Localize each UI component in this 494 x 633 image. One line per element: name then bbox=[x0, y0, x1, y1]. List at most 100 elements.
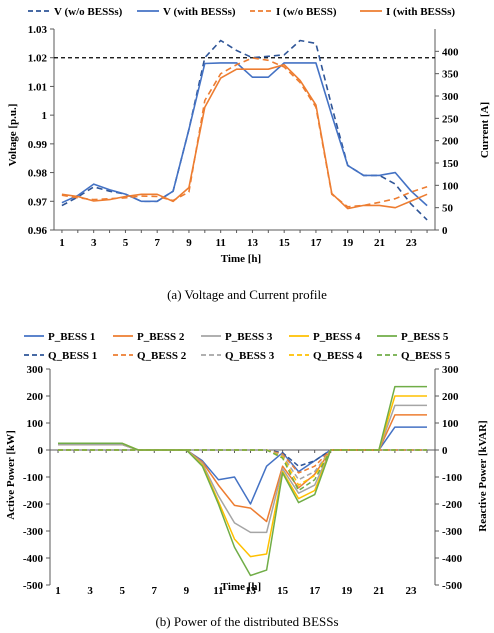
chart-b-series-line-4 bbox=[58, 395, 427, 558]
chart-b-right-tick-label: -500 bbox=[442, 580, 463, 592]
chart-b-left-tick-label: 100 bbox=[27, 418, 44, 430]
chart-a-right-tick-label: 200 bbox=[442, 136, 459, 148]
chart-b-series-line-8 bbox=[58, 449, 427, 481]
chart-a-right-tick-label: 0 bbox=[442, 225, 448, 237]
chart-a-x-tick-label: 15 bbox=[279, 237, 291, 249]
chart-a-left-tick-label: 1.03 bbox=[28, 24, 48, 36]
chart-a-legend-label: V (w/o BESSs) bbox=[54, 6, 123, 18]
chart-b-right-tick-label: 300 bbox=[442, 364, 459, 376]
chart-b-x-tick-label: 15 bbox=[277, 585, 289, 597]
chart-a-caption: (a) Voltage and Current profile bbox=[167, 287, 327, 302]
chart-a-series bbox=[61, 39, 428, 221]
chart-a-x-tick-label: 23 bbox=[406, 237, 418, 249]
chart-b-right-tick-label: 0 bbox=[442, 445, 448, 457]
chart-a-legend: V (w/o BESSs) V (with BESSs) I (w/o BESS) I… bbox=[28, 6, 455, 18]
chart-a-left-tick-label: 1 bbox=[42, 110, 48, 122]
chart-a-legend-label: I (with BESSs) bbox=[386, 6, 455, 18]
chart-b-x-tick-label: 23 bbox=[405, 585, 417, 597]
chart-b-axes bbox=[46, 368, 439, 586]
chart-b-legend-label: Q_BESS 5 bbox=[401, 350, 451, 362]
chart-b-series-line-10 bbox=[58, 449, 427, 492]
chart-b-left-tick-label: -500 bbox=[23, 580, 44, 592]
chart-b-series-line-1 bbox=[58, 426, 427, 505]
chart-a-xlabel: Time [h] bbox=[221, 253, 261, 265]
chart-a-x-tick-label: 7 bbox=[154, 237, 160, 249]
chart-b-series-line-9 bbox=[58, 449, 427, 486]
chart-a-right-tick-label: 300 bbox=[442, 91, 459, 103]
chart-a-series-line-3 bbox=[61, 57, 428, 208]
chart-a-legend-label: V (with BESSs) bbox=[163, 6, 236, 18]
chart-b-right-tick-label: -400 bbox=[442, 553, 463, 565]
chart-b-legend-label: Q_BESS 2 bbox=[137, 350, 187, 362]
chart-b-ylabel-right: Reactive Power [kVAR] bbox=[477, 420, 489, 531]
chart-b-left-tick-label: -100 bbox=[23, 472, 44, 484]
chart-b-x-tick-label: 13 bbox=[245, 585, 257, 597]
chart-b-right-tick-label: 100 bbox=[442, 418, 459, 430]
chart-a-x-tick-label: 9 bbox=[186, 237, 192, 249]
chart-b-right-tick-label: -300 bbox=[442, 526, 463, 538]
chart-b-left-tick-label: 0 bbox=[38, 445, 44, 457]
chart-a-left-tick-label: 0.99 bbox=[28, 139, 48, 151]
chart-a-ylabel-left: Voltage [p.u.] bbox=[7, 104, 19, 167]
chart-a-left-tick-label: 1.01 bbox=[28, 81, 47, 93]
chart-a-x-tick-label: 21 bbox=[374, 237, 385, 249]
chart-a-right-tick-label: 350 bbox=[442, 69, 459, 81]
chart-a-right-tick-label: 250 bbox=[442, 113, 459, 125]
chart-a-x-tick-label: 13 bbox=[247, 237, 259, 249]
chart-a: V (w/o BESSs) V (with BESSs) I (w/o BESS) I… bbox=[7, 6, 491, 302]
chart-a-series-line-4 bbox=[61, 63, 428, 210]
chart-a-legend-label: I (w/o BESS) bbox=[276, 6, 337, 18]
chart-b-legend-label: P_BESS 2 bbox=[137, 331, 185, 343]
chart-a-x-tick-label: 19 bbox=[342, 237, 354, 249]
chart-a-axes bbox=[50, 28, 439, 233]
chart-b-caption: (b) Power of the distributed BESSs bbox=[155, 614, 338, 629]
chart-a-x-tick-label: 11 bbox=[215, 237, 225, 249]
chart-b-x-tick-label: 11 bbox=[213, 585, 223, 597]
chart-b-left-tick-label: -300 bbox=[23, 526, 44, 538]
chart-a-series-line-1 bbox=[61, 39, 428, 221]
chart-b-legend-label: P_BESS 4 bbox=[313, 331, 361, 343]
chart-b: P_BESS 1 P_BESS 2 P_BESS 3 P_BESS 4 P_BESS 5… bbox=[5, 331, 489, 629]
chart-b-series bbox=[58, 385, 427, 577]
chart-b-x-tick-label: 7 bbox=[152, 585, 158, 597]
chart-b-right-tick-label: -200 bbox=[442, 499, 463, 511]
chart-b-series-line-7 bbox=[58, 449, 427, 474]
chart-b-left-tick-label: 200 bbox=[27, 391, 44, 403]
chart-b-legend-label: P_BESS 3 bbox=[225, 331, 273, 343]
chart-b-x-tick-label: 17 bbox=[309, 585, 321, 597]
chart-a-left-tick-label: 1.02 bbox=[28, 53, 48, 65]
chart-a-x-tick-label: 5 bbox=[123, 237, 129, 249]
chart-b-legend-label: Q_BESS 4 bbox=[313, 350, 363, 362]
chart-b-legend-label: Q_BESS 1 bbox=[48, 350, 97, 362]
chart-a-left-tick-label: 0.96 bbox=[28, 225, 48, 237]
chart-b-right-tick-label: -100 bbox=[442, 472, 463, 484]
chart-b-left-tick-label: -400 bbox=[23, 553, 44, 565]
chart-a-x-tick-label: 3 bbox=[91, 237, 97, 249]
chart-b-x-tick-label: 3 bbox=[87, 585, 93, 597]
chart-b-x-tick-label: 19 bbox=[341, 585, 353, 597]
chart-a-x-tick-label: 17 bbox=[310, 237, 322, 249]
chart-a-right-tick-label: 50 bbox=[442, 203, 454, 215]
chart-b-series-line-3 bbox=[58, 404, 427, 534]
chart-a-series-line-2 bbox=[61, 62, 428, 207]
chart-b-series-line-2 bbox=[58, 414, 427, 523]
chart-b-legend: P_BESS 1 P_BESS 2 P_BESS 3 P_BESS 4 P_BESS 5… bbox=[24, 331, 451, 362]
chart-b-x-tick-label: 5 bbox=[119, 585, 125, 597]
chart-b-x-tick-label: 1 bbox=[55, 585, 61, 597]
chart-b-legend-label: P_BESS 1 bbox=[48, 331, 95, 343]
chart-a-right-tick-label: 100 bbox=[442, 180, 459, 192]
chart-a-right-tick-label: 150 bbox=[442, 158, 459, 170]
chart-b-left-tick-label: 300 bbox=[27, 364, 44, 376]
chart-b-xlabel: Time [h] bbox=[221, 581, 261, 593]
chart-a-left-tick-label: 0.97 bbox=[28, 196, 48, 208]
chart-a-left-tick-label: 0.98 bbox=[28, 168, 48, 180]
chart-b-legend-label: P_BESS 5 bbox=[401, 331, 449, 343]
chart-b-right-tick-label: 200 bbox=[442, 391, 459, 403]
chart-a-tick-labels: 0.96 0.97 0.98 0.99 1 1.01 1.02 1.03 0 50 100 150 20… bbox=[28, 24, 459, 249]
chart-b-ylabel-left: Active Power [kW] bbox=[5, 430, 17, 520]
chart-a-x-tick-label: 1 bbox=[59, 237, 65, 249]
chart-b-tick-labels: 300 200 100 0 -100 -200 -300 -400 -500 300 200 100 0… bbox=[23, 364, 463, 597]
chart-a-ylabel-right: Current [A] bbox=[479, 102, 491, 158]
chart-b-series-line-6 bbox=[58, 449, 427, 467]
